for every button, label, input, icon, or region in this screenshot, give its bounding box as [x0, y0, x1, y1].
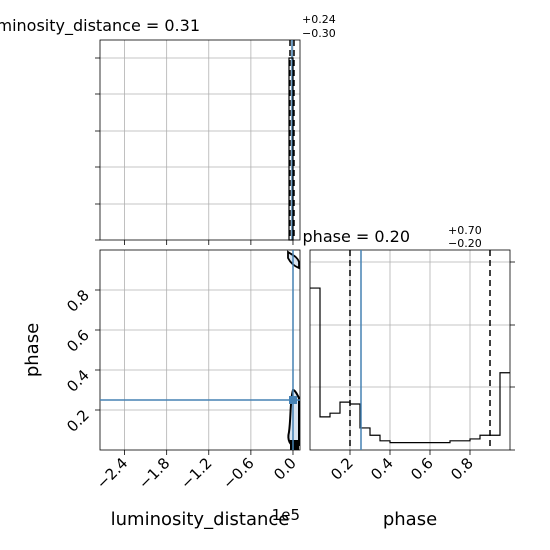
- y-tick-label: 0.8: [63, 286, 93, 316]
- x-axis-label-luminosity-distance: luminosity_distance: [111, 509, 290, 530]
- title-superscript: +0.70: [448, 224, 482, 237]
- y-tick-label: 0.6: [63, 326, 93, 356]
- truth-marker: [289, 396, 297, 404]
- panel-frame: [99, 39, 301, 241]
- x-tick-label: 0.8: [447, 454, 477, 484]
- contour-dense-core: [290, 440, 299, 450]
- y-tick-label: 0.2: [63, 406, 93, 436]
- axis-offset-text: 1e5: [272, 506, 300, 524]
- x-tick-label: −1.8: [135, 454, 173, 492]
- panel-frame: [309, 249, 511, 451]
- panel-2d-contour: 0.2 0.4 0.6 0.8 −2.4 −1.8 −1.2 −0.6 0.0: [63, 249, 301, 493]
- panel-phase-hist: 0.2 0.4 0.6 0.8 phase = 0.20 +0.70 −0.20: [303, 224, 515, 484]
- y-axis-label-phase: phase: [22, 323, 43, 377]
- x-axis-label-phase: phase: [383, 509, 437, 530]
- x-tick-label: 0.2: [327, 454, 357, 484]
- x-tick-label: 0.4: [367, 454, 397, 484]
- title-subscript: −0.30: [302, 27, 336, 40]
- x-tick-label: −1.2: [177, 454, 215, 492]
- panel-title-luminosity-distance: luminosity_distance = 0.31: [0, 16, 200, 36]
- panel-luminosity-distance-hist: luminosity_distance = 0.31 +0.24 −0.30: [0, 13, 336, 245]
- x-tick-label: 0.0: [270, 454, 300, 484]
- x-tick-label: −2.4: [93, 454, 131, 492]
- panel-title-phase: phase = 0.20: [303, 227, 410, 246]
- phase-histogram-step: [310, 287, 510, 444]
- panel-frame: [99, 249, 301, 451]
- x-tick-label: −0.6: [219, 454, 257, 492]
- histogram-spike: [288, 57, 294, 241]
- title-superscript: +0.24: [302, 13, 336, 26]
- y-tick-label: 0.4: [63, 366, 93, 396]
- x-tick-label: 0.6: [407, 454, 437, 484]
- title-subscript: −0.20: [448, 237, 482, 250]
